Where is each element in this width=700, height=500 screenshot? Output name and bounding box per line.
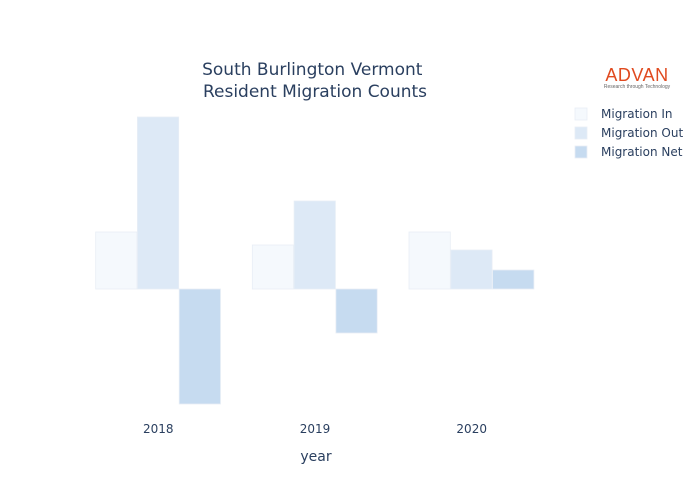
x-tick-label-2019: 2019 bbox=[300, 422, 331, 436]
chart-title-line-1: South Burlington Vermont bbox=[202, 60, 423, 80]
legend-label: Migration In bbox=[601, 107, 673, 121]
legend-label: Migration Net bbox=[601, 145, 683, 159]
bar-migration-out-2018[interactable] bbox=[136, 116, 180, 290]
legend-item-migration-in[interactable]: Migration In bbox=[574, 107, 673, 121]
legend-swatch bbox=[574, 145, 588, 159]
chart-title-line-2: Resident Migration Counts bbox=[203, 82, 427, 102]
x-axis-title: year bbox=[300, 449, 331, 465]
legend[interactable]: Migration In Migration Out Migration Net bbox=[574, 107, 683, 159]
legend-item-migration-net[interactable]: Migration Net bbox=[574, 145, 683, 159]
legend-label: Migration Out bbox=[601, 126, 683, 140]
advan-logo: ADVAN Research through Technology bbox=[602, 66, 672, 90]
bar-migration-in-2018[interactable] bbox=[95, 231, 138, 290]
bar-migration-net-2018[interactable] bbox=[178, 288, 221, 405]
bar-migration-net-2019[interactable] bbox=[335, 288, 378, 334]
legend-swatch bbox=[574, 107, 588, 121]
bar-migration-in-2019[interactable] bbox=[251, 244, 295, 290]
logo-tagline: Research through Technology bbox=[603, 84, 671, 90]
logo-word: ADVAN bbox=[605, 65, 669, 85]
bar-migration-out-2019[interactable] bbox=[293, 200, 336, 290]
x-tick-label-2018: 2018 bbox=[143, 422, 174, 436]
x-axis-ticks: 2018 2019 2020 bbox=[143, 422, 487, 436]
bar-migration-in-2020[interactable] bbox=[408, 231, 451, 290]
bar-migration-net-2020[interactable] bbox=[492, 269, 535, 290]
x-tick-label-2020: 2020 bbox=[456, 422, 487, 436]
bar-migration-out-2020[interactable] bbox=[450, 249, 493, 290]
legend-swatch bbox=[574, 126, 588, 140]
plot-area bbox=[95, 116, 535, 405]
legend-item-migration-out[interactable]: Migration Out bbox=[574, 126, 683, 140]
chart-title: South Burlington Vermont Resident Migrat… bbox=[202, 60, 428, 102]
